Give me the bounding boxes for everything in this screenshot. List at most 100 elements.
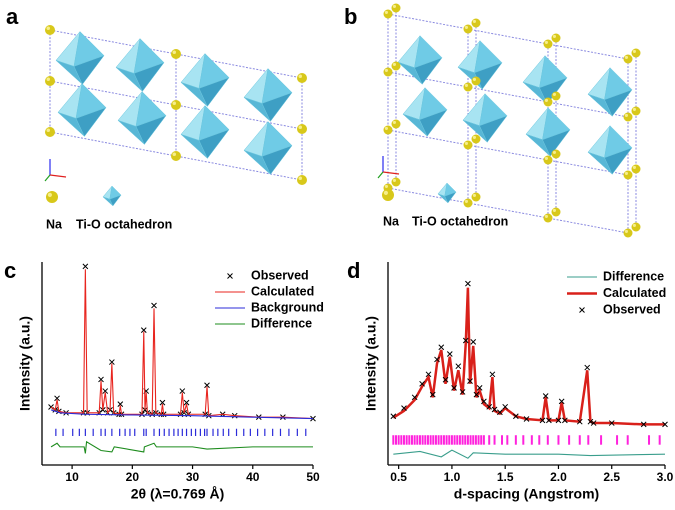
observed-marker [401, 405, 407, 412]
observed-marker [451, 385, 457, 391]
na-atom [551, 207, 561, 217]
observed-marker [179, 388, 186, 394]
legend-text: Observed [603, 302, 661, 316]
na-atom [297, 124, 307, 134]
highlight [624, 55, 628, 59]
na-atom [631, 222, 641, 232]
na-atom [471, 18, 481, 28]
observed-marker [542, 393, 549, 399]
axis-triad [44, 174, 51, 182]
face [604, 89, 633, 117]
legend-text: Background [251, 300, 324, 314]
observed-marker [429, 391, 436, 398]
highlight [172, 101, 176, 105]
x-tick-label: 10 [65, 470, 79, 484]
axis-triad [377, 171, 384, 179]
highlight [383, 190, 388, 195]
highlight [46, 26, 50, 30]
observed-marker [459, 389, 466, 395]
panel-label: a [6, 4, 19, 29]
na-atom [391, 177, 401, 187]
octahedron [180, 104, 230, 159]
highlight [552, 34, 556, 38]
highlight [544, 156, 548, 160]
face [444, 191, 457, 204]
highlight [384, 184, 388, 188]
observed-marker [151, 302, 157, 309]
highlight [464, 83, 468, 88]
axis-triad [49, 174, 67, 178]
highlight [172, 152, 176, 156]
highlight [392, 62, 396, 66]
highlight [552, 150, 556, 154]
x-tick-label: 1.5 [497, 470, 514, 484]
na-atom [391, 61, 401, 71]
highlight [544, 40, 548, 44]
observed-marker [438, 344, 445, 351]
observed-marker [54, 395, 60, 402]
observed-marker [662, 421, 668, 428]
na-atom [463, 24, 473, 34]
octahedron [102, 185, 122, 207]
octahedron [57, 82, 107, 137]
highlight [46, 128, 50, 132]
observed-marker [587, 418, 594, 425]
legend-text: Observed [251, 268, 309, 282]
na-atom [382, 189, 394, 201]
observed-marker [562, 417, 568, 424]
observed-marker [98, 376, 104, 383]
octahedron [402, 86, 448, 137]
observed-marker [523, 416, 530, 422]
series-line [393, 449, 666, 459]
observed-marker [489, 371, 496, 378]
observed-marker [584, 364, 591, 371]
highlight [544, 214, 548, 218]
legend-text: Ti-O octahedron [76, 217, 172, 231]
x-tick-label: 50 [306, 470, 320, 484]
highlight [472, 193, 476, 197]
na-atom [297, 175, 307, 185]
observed-marker [455, 363, 462, 370]
highlight [632, 165, 636, 169]
legend-text: Calculated [251, 284, 314, 298]
face [75, 107, 107, 137]
face [542, 129, 571, 157]
highlight [172, 50, 176, 54]
highlight [384, 68, 388, 73]
observed-marker [117, 401, 124, 407]
highlight [552, 208, 556, 212]
na-atom [463, 198, 473, 208]
na-atom [297, 73, 307, 83]
x-tick-label: 2.5 [603, 470, 620, 484]
highlight [624, 113, 628, 118]
observed-marker [82, 263, 89, 270]
observed-marker [411, 394, 418, 401]
na-atom [543, 97, 553, 107]
observed-marker [419, 380, 425, 387]
highlight [464, 141, 468, 145]
legend-text: Na [383, 214, 400, 228]
na-atom [45, 127, 55, 137]
x-tick-label: 2.0 [550, 470, 567, 484]
octahedron [457, 39, 503, 90]
face [261, 92, 293, 122]
highlight [464, 25, 468, 29]
face [539, 77, 568, 105]
octahedron [180, 52, 230, 107]
na-atom [551, 149, 561, 159]
face [109, 194, 122, 207]
observed-marker [491, 406, 498, 413]
octahedron [525, 106, 571, 157]
observed-marker [555, 417, 562, 424]
face [135, 115, 167, 145]
highlight [47, 192, 53, 197]
face [73, 55, 105, 85]
legend-marker [579, 307, 585, 313]
octahedron [55, 30, 105, 85]
observed-marker [576, 418, 583, 425]
na-atom [631, 164, 641, 174]
na-atom [171, 100, 181, 110]
na-atom [383, 125, 393, 135]
highlight [472, 19, 476, 23]
